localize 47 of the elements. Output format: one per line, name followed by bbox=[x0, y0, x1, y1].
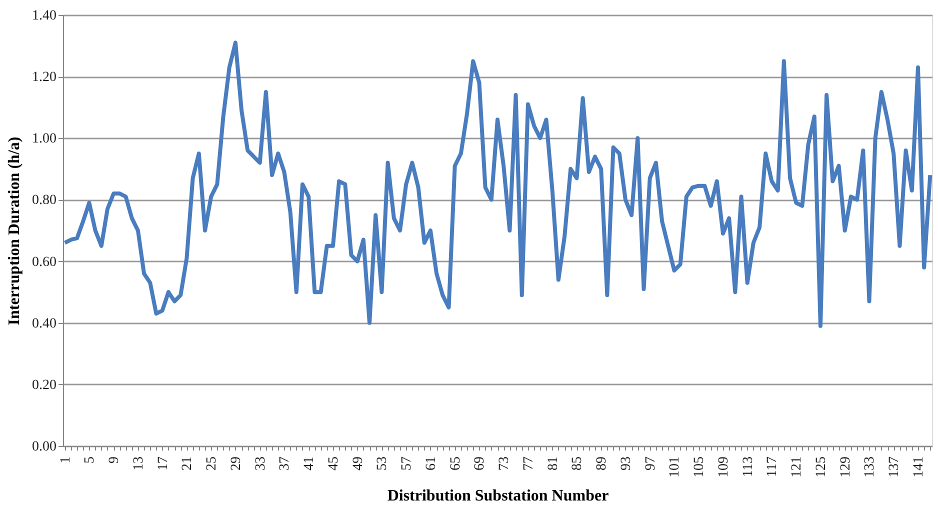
y-tick-label: 1.20 bbox=[32, 70, 56, 86]
x-tick-label: 73 bbox=[497, 456, 512, 470]
x-tick-label: 117 bbox=[765, 456, 780, 477]
y-tick-label: 0.00 bbox=[32, 440, 56, 454]
x-tick-label: 33 bbox=[253, 456, 268, 470]
x-tick-label: 121 bbox=[790, 456, 805, 478]
y-tick-label: 0.20 bbox=[32, 378, 56, 393]
x-tick-label: 53 bbox=[375, 456, 390, 470]
x-axis-title: Distribution Substation Number bbox=[387, 488, 609, 504]
line-series bbox=[62, 40, 932, 328]
x-tick-label: 61 bbox=[424, 456, 439, 470]
x-tick-label: 29 bbox=[228, 456, 244, 470]
x-tick-label: 9 bbox=[107, 456, 122, 464]
x-tick-label: 13 bbox=[131, 456, 146, 470]
x-tick-label: 69 bbox=[472, 456, 488, 470]
x-tick-label: 137 bbox=[887, 456, 902, 478]
x-tick-label: 49 bbox=[350, 456, 366, 470]
x-tick-label: 57 bbox=[400, 456, 415, 470]
x-tick-label: 109 bbox=[716, 456, 732, 478]
x-tick-label: 129 bbox=[838, 456, 854, 478]
x-tick-label: 105 bbox=[692, 456, 708, 478]
x-tick-label: 17 bbox=[156, 456, 171, 470]
x-tick-label: 89 bbox=[594, 456, 610, 470]
x-tick-label: 97 bbox=[643, 456, 658, 470]
x-tick-label: 37 bbox=[278, 456, 293, 470]
x-tick-label: 125 bbox=[814, 456, 829, 478]
x-tick-label: 101 bbox=[668, 456, 683, 478]
x-tick-label: 5 bbox=[82, 456, 98, 464]
x-tick-label: 45 bbox=[326, 456, 342, 470]
y-tick-label: 0.40 bbox=[32, 316, 56, 332]
x-tick-label: 141 bbox=[911, 456, 926, 478]
x-tick-label: 85 bbox=[570, 456, 586, 470]
x-tick-label: 65 bbox=[448, 456, 464, 470]
x-tick-label: 25 bbox=[204, 456, 220, 470]
x-tick-label: 113 bbox=[740, 456, 756, 477]
y-tick-label: 1.40 bbox=[32, 8, 56, 24]
y-axis-title: Interruption Duration (h/a) bbox=[6, 136, 23, 326]
x-tick-label: 93 bbox=[618, 456, 634, 470]
x-tick-label: 21 bbox=[180, 456, 196, 470]
y-tick-label: 0.80 bbox=[32, 193, 56, 208]
y-tick-label: 0.60 bbox=[32, 254, 56, 270]
x-tick-label: 77 bbox=[521, 456, 536, 470]
x-tick-label: 41 bbox=[302, 456, 318, 470]
x-tick-label: 1 bbox=[58, 456, 74, 464]
x-tick-label: 133 bbox=[862, 456, 878, 478]
y-tick-label: 1.00 bbox=[32, 132, 56, 147]
x-tick-label: 81 bbox=[546, 456, 561, 470]
